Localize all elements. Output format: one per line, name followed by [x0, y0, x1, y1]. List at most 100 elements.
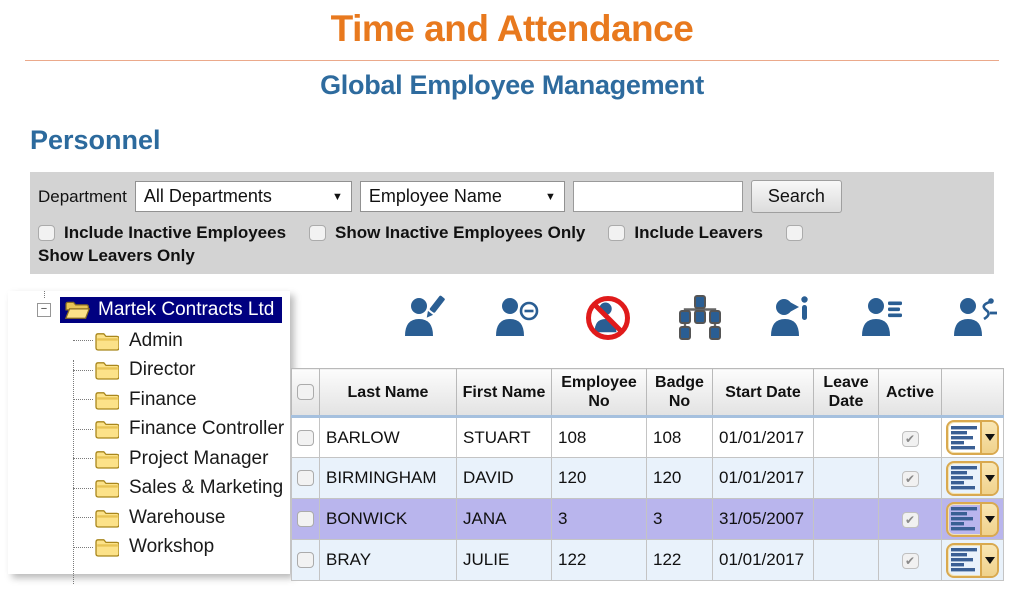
tree-node-director[interactable]: Director — [73, 356, 290, 386]
include-leavers-label: Include Leavers — [634, 223, 763, 242]
tree-node-label: Finance Controller — [129, 418, 285, 440]
row-actions-menu[interactable] — [946, 542, 999, 578]
active-checkbox — [901, 471, 919, 488]
title-divider — [25, 60, 999, 61]
column-header-leave-date[interactable]: Leave Date — [813, 367, 879, 419]
tree-node-project-manager[interactable]: Project Manager — [73, 444, 290, 474]
table-row[interactable]: BIRMINGHAM DAVID 120 120 01/01/2017 — [291, 457, 1004, 500]
row-checkbox[interactable] — [297, 511, 314, 528]
person-remove-icon — [495, 298, 538, 336]
cell-start-date: 01/01/2017 — [712, 457, 814, 500]
show-leavers-only-checkbox[interactable] — [785, 225, 803, 241]
edit-employee-button[interactable] — [402, 293, 448, 343]
row-actions-menu[interactable] — [946, 501, 999, 537]
filter-panel: Department All Departments ▼ Employee Na… — [30, 172, 994, 274]
cell-start-date: 01/01/2017 — [712, 539, 814, 582]
tree-node-finance-controller[interactable]: Finance Controller — [73, 415, 290, 445]
chevron-down-icon: ▼ — [544, 190, 556, 203]
tree-node-admin[interactable]: Admin — [73, 326, 290, 356]
show-inactive-only-checkbox[interactable] — [309, 225, 327, 241]
cell-last-name: BONWICK — [319, 498, 457, 541]
column-header-badge-no[interactable]: Badge No — [646, 367, 713, 419]
row-checkbox[interactable] — [297, 470, 314, 487]
show-leavers-only-label: Show Leavers Only — [38, 246, 195, 265]
table-row[interactable]: BRAY JULIE 122 122 01/01/2017 — [291, 539, 1004, 582]
filter-checkboxes: Include Inactive Employees Show Inactive … — [38, 223, 986, 266]
search-field-select[interactable]: Employee Name ▼ — [359, 181, 565, 212]
tree-node-sales-marketing[interactable]: Sales & Marketing — [73, 474, 290, 504]
department-tree: Martek Contracts Ltd Admin Director Fina… — [8, 291, 290, 584]
org-chart-button[interactable] — [677, 293, 723, 343]
list-icon — [948, 463, 980, 494]
list-icon — [948, 504, 980, 535]
employee-transfer-button[interactable] — [952, 293, 998, 343]
show-inactive-only-label: Show Inactive Employees Only — [335, 223, 586, 242]
deactivate-employee-button[interactable] — [585, 293, 631, 343]
dropdown-caret-icon[interactable] — [980, 544, 997, 576]
cell-leave-date — [813, 416, 879, 459]
tree-node-finance[interactable]: Finance — [73, 385, 290, 415]
cell-badge-no: 122 — [646, 539, 713, 582]
table-header-row: Last Name First Name Employee No Badge N… — [291, 367, 1004, 419]
active-checkbox — [901, 553, 919, 570]
folder-icon — [95, 420, 119, 440]
table-row-selected[interactable]: BONWICK JANA 3 3 31/05/2007 — [291, 498, 1004, 541]
cell-start-date: 01/01/2017 — [712, 416, 814, 459]
list-icon — [948, 545, 980, 576]
dropdown-caret-icon[interactable] — [980, 462, 997, 494]
employee-info-button[interactable] — [769, 293, 815, 343]
main-area: Martek Contracts Ltd Admin Director Fina… — [0, 291, 1024, 591]
tree-root-node[interactable]: Martek Contracts Ltd — [60, 297, 283, 323]
column-header-active[interactable]: Active — [878, 367, 942, 419]
page-title: Time and Attendance — [330, 8, 694, 49]
person-details-icon — [862, 298, 903, 336]
column-header-actions — [941, 367, 1004, 419]
cell-last-name: BRAY — [319, 539, 457, 582]
employee-details-button[interactable] — [860, 293, 906, 343]
cell-employee-no: 122 — [551, 539, 647, 582]
cell-employee-no: 120 — [551, 457, 647, 500]
include-inactive-checkbox[interactable] — [38, 225, 55, 241]
section-title: Personnel — [30, 125, 161, 155]
cell-leave-date — [813, 539, 879, 582]
cell-first-name: DAVID — [456, 457, 552, 500]
department-select[interactable]: All Departments ▼ — [134, 181, 352, 212]
search-button[interactable]: Search — [750, 180, 842, 213]
folder-icon — [95, 361, 119, 381]
select-all-checkbox[interactable] — [297, 383, 314, 400]
cell-badge-no: 108 — [646, 416, 713, 459]
row-actions-menu[interactable] — [946, 420, 999, 456]
column-header-start-date[interactable]: Start Date — [712, 367, 814, 419]
dropdown-caret-icon[interactable] — [980, 422, 997, 454]
folder-icon — [95, 391, 119, 410]
cell-last-name: BIRMINGHAM — [319, 457, 457, 500]
tree-node-workshop[interactable]: Workshop — [73, 533, 290, 563]
row-checkbox[interactable] — [297, 552, 314, 569]
search-input[interactable] — [572, 181, 743, 212]
person-edit-icon — [405, 295, 445, 336]
cell-leave-date — [813, 457, 879, 500]
folder-icon — [95, 479, 119, 499]
folder-open-icon — [65, 301, 90, 319]
search-field-select-value: Employee Name — [368, 186, 502, 206]
row-actions-menu[interactable] — [946, 460, 999, 496]
tree-node-label: Workshop — [129, 536, 215, 558]
tree-connector-line — [73, 360, 74, 584]
column-header-last-name[interactable]: Last Name — [319, 367, 457, 419]
column-header-first-name[interactable]: First Name — [456, 367, 552, 419]
tree-node-warehouse[interactable]: Warehouse — [73, 503, 290, 533]
table-row[interactable]: BARLOW STUART 108 108 01/01/2017 — [291, 416, 1004, 459]
tree-collapse-toggle[interactable] — [37, 303, 51, 317]
dropdown-caret-icon[interactable] — [980, 503, 997, 535]
department-select-value: All Departments — [143, 186, 272, 206]
cell-start-date: 31/05/2007 — [712, 498, 814, 541]
include-leavers-checkbox[interactable] — [608, 225, 626, 241]
org-chart-icon — [678, 295, 721, 340]
employee-toolbar — [290, 293, 1004, 343]
column-header-employee-no[interactable]: Employee No — [551, 367, 647, 419]
list-icon — [948, 422, 980, 453]
include-inactive-label: Include Inactive Employees — [64, 223, 287, 242]
folder-icon — [95, 332, 119, 351]
row-checkbox[interactable] — [297, 429, 314, 446]
remove-employee-button[interactable] — [494, 293, 540, 343]
